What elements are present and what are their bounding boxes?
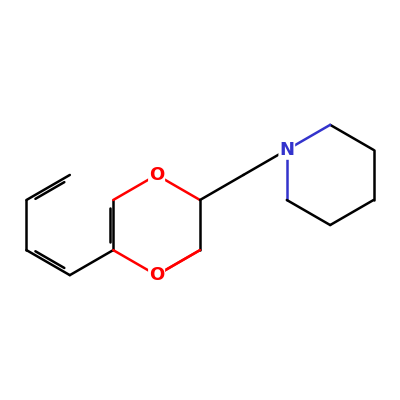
Text: O: O xyxy=(149,166,164,184)
Text: N: N xyxy=(279,141,294,159)
Text: O: O xyxy=(149,266,164,284)
